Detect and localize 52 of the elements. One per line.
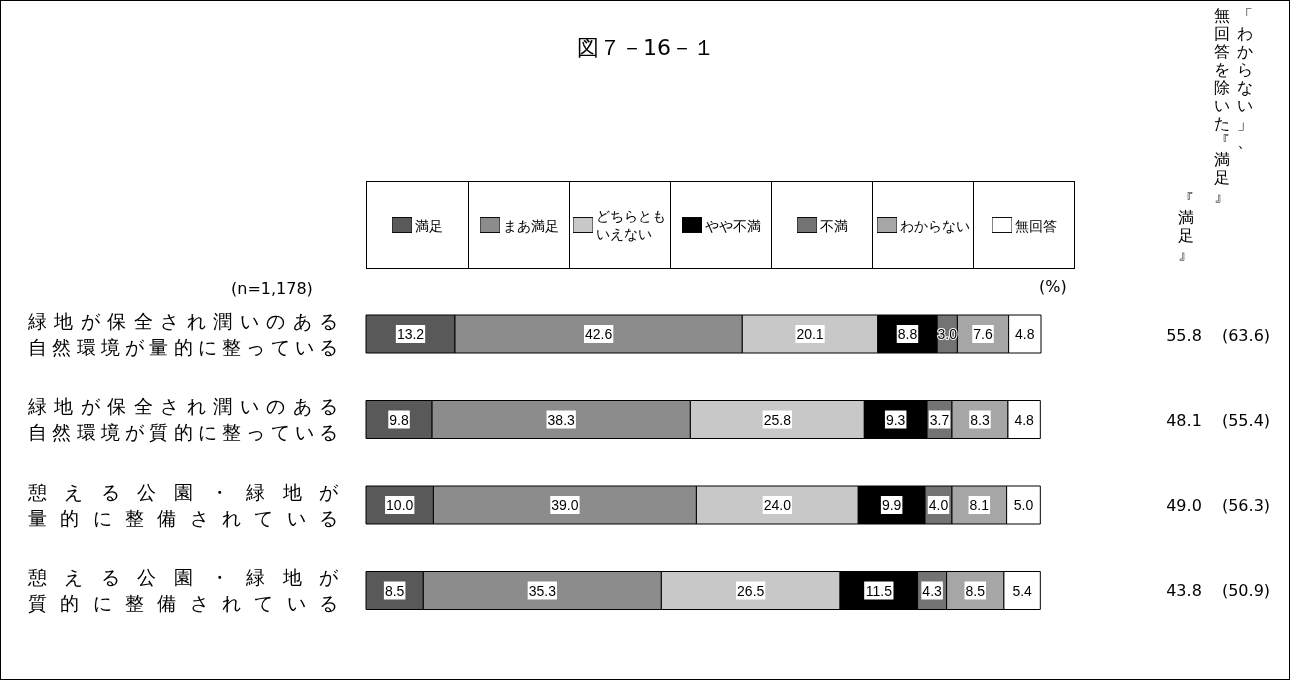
- data-label: 7.6: [973, 326, 993, 342]
- data-label: 10.0: [386, 497, 414, 513]
- legend-label: 満足: [415, 216, 443, 235]
- text: 55.8: [1165, 325, 1203, 345]
- legend-label: 不満: [819, 216, 848, 235]
- legend-label: まあ満足: [502, 216, 559, 235]
- data-label: 5.4: [1012, 582, 1033, 599]
- legend-label: 無回答: [1014, 216, 1057, 235]
- data-label: 8.8: [897, 326, 918, 342]
- data-label: 5.0: [1013, 497, 1034, 513]
- legend-label: やや不満: [704, 216, 761, 235]
- data-label: 26.5: [737, 582, 765, 599]
- data-label: 39.0: [551, 497, 579, 513]
- text: (55.4): [1220, 410, 1272, 430]
- data-label: 3.7: [929, 411, 950, 428]
- y-tick-label: 緑地が保全され潤いのある自然環境が量的に整っている: [27, 309, 338, 358]
- data-label: 8.5: [384, 582, 405, 599]
- data-label: 9.9: [881, 497, 902, 513]
- data-label: 8.3: [970, 411, 990, 428]
- text: 48.1: [1165, 410, 1203, 430]
- data-label: 4.8: [1014, 411, 1035, 428]
- data-label: 4.3: [922, 582, 943, 599]
- text: (63.6): [1220, 325, 1272, 345]
- text: (56.3): [1220, 495, 1272, 515]
- data-label: 20.1: [796, 326, 824, 342]
- data-label: 4.0: [928, 497, 949, 513]
- data-label: 38.3: [547, 411, 576, 428]
- data-label: 9.8: [389, 411, 409, 428]
- data-label: 4.8: [1015, 326, 1035, 342]
- data-label: 3.0: [937, 326, 958, 342]
- data-label: 9.3: [885, 411, 906, 428]
- y-tick-label: 憩える公園・緑地が量的に整備されている: [27, 480, 339, 529]
- legend-label: わからない: [899, 216, 970, 235]
- text: 「わからない」、無回答を除いた『満足』: [1213, 6, 1253, 205]
- chart-title: 図７－16－１: [577, 35, 715, 60]
- legend-label: どちらともいえない: [595, 207, 667, 243]
- text: 49.0: [1165, 495, 1203, 515]
- data-label: 35.3: [528, 582, 557, 599]
- data-label: 11.5: [865, 582, 893, 599]
- y-tick-label: 憩える公園・緑地が質的に整備されている: [27, 566, 339, 615]
- text: 『満足』: [1177, 190, 1194, 263]
- data-label: 25.8: [763, 411, 792, 428]
- y-tick-label: 緑地が保全され潤いのある自然環境が質的に整っている: [27, 395, 338, 444]
- text: 43.8: [1165, 580, 1203, 600]
- data-label: 42.6: [585, 326, 613, 342]
- annotation: (%): [1039, 277, 1067, 296]
- data-label: 8.1: [969, 497, 990, 513]
- data-label: 13.2: [396, 326, 425, 342]
- data-label: 24.0: [763, 497, 792, 513]
- text: (50.9): [1220, 580, 1272, 600]
- text: (n=1,178): [231, 279, 313, 298]
- data-label: 8.5: [965, 582, 986, 599]
